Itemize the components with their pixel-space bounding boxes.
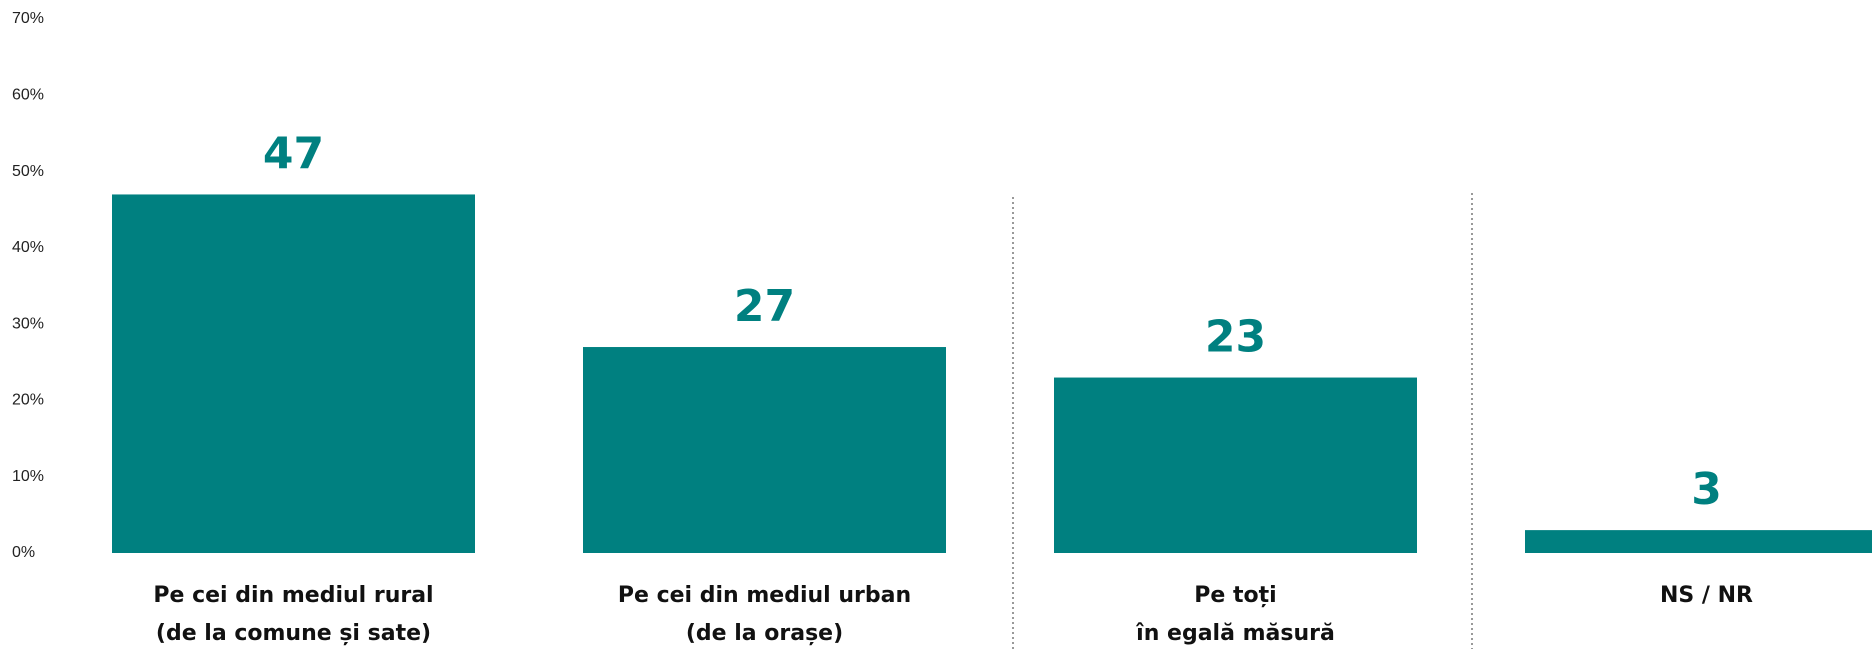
bar: [1054, 377, 1417, 553]
value-label: 3: [1691, 464, 1722, 515]
x-tick-label: Pe cei din mediul rural (de la comune și…: [153, 583, 434, 646]
y-tick-label: 50%: [12, 163, 44, 180]
y-tick-label: 70%: [12, 10, 44, 27]
value-label: 27: [734, 281, 795, 332]
x-tick-label: NS / NR: [1660, 583, 1753, 608]
y-tick-label: 10%: [12, 468, 44, 485]
x-tick-label: Pe cei din mediul urban (de la orașe): [617, 583, 912, 646]
bar: [112, 194, 475, 553]
bar: [1525, 530, 1872, 553]
bar: [583, 347, 946, 553]
y-tick-label: 30%: [12, 315, 44, 332]
value-label: 47: [263, 128, 324, 179]
y-tick-label: 20%: [12, 392, 44, 409]
y-tick-label: 0%: [12, 544, 35, 561]
y-tick-label: 60%: [12, 87, 44, 104]
y-tick-label: 40%: [12, 239, 44, 256]
x-tick-label: Pe toți în egală măsură: [1136, 583, 1335, 646]
value-label: 23: [1205, 312, 1266, 363]
